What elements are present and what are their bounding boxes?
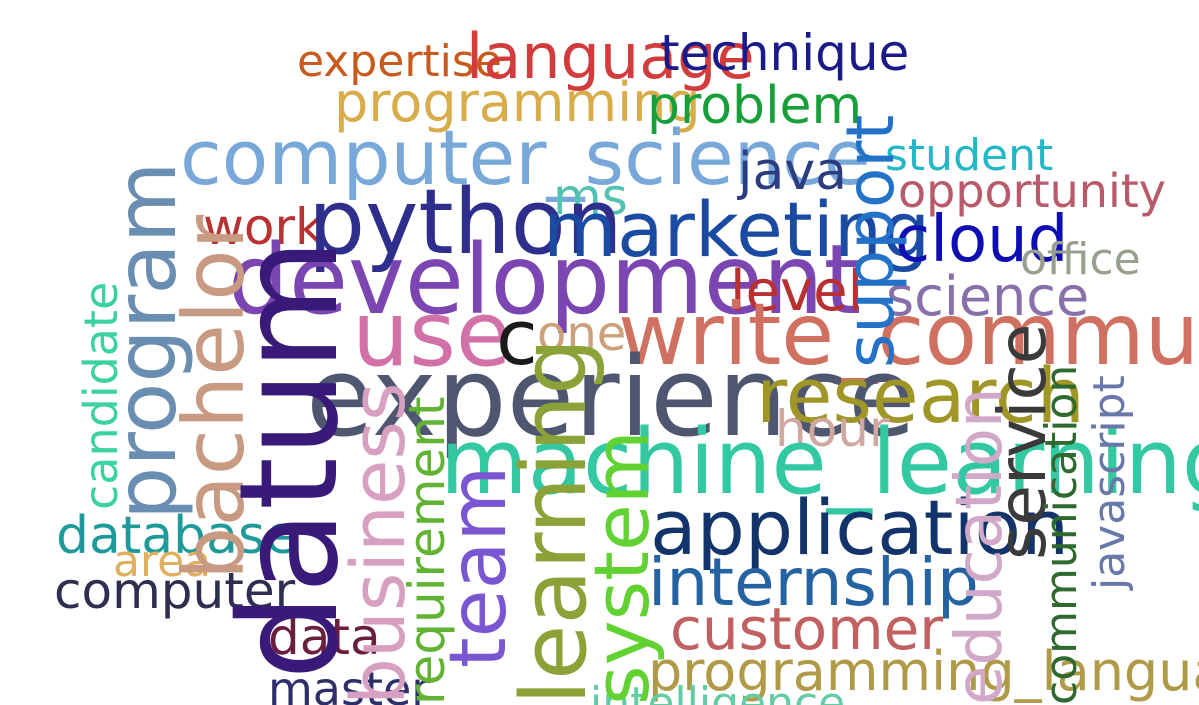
word-javascript: javascript bbox=[1084, 375, 1135, 590]
word-student: student bbox=[885, 130, 1054, 181]
word-programming: programming bbox=[334, 71, 701, 134]
word-experience: experience bbox=[306, 333, 916, 461]
word-level: level bbox=[730, 259, 864, 324]
word-work: work bbox=[203, 198, 324, 256]
word-support: support bbox=[832, 114, 909, 368]
word-database: database bbox=[56, 506, 298, 566]
word-c: c bbox=[496, 293, 538, 382]
word-cloud: cloud bbox=[895, 203, 1069, 277]
word-expertise: expertise bbox=[297, 36, 502, 87]
word-machine-learning: machine_learning bbox=[440, 410, 1199, 515]
word-technique: technique bbox=[660, 24, 910, 82]
word-research: research bbox=[756, 351, 1085, 440]
word-communication: communication bbox=[1036, 364, 1087, 705]
word-area: area bbox=[113, 536, 212, 587]
word-ms: ms bbox=[553, 168, 628, 226]
word-science: science bbox=[886, 265, 1090, 328]
word-application: application bbox=[650, 483, 1070, 572]
word-development: development bbox=[228, 224, 862, 336]
word-write-communication: write_communication bbox=[618, 285, 1199, 385]
word-java: java bbox=[738, 142, 847, 202]
word-intelligence: intelligence bbox=[590, 678, 846, 705]
word-customer: customer bbox=[670, 595, 944, 663]
word-internship: internship bbox=[648, 544, 979, 621]
word-one: one bbox=[537, 306, 627, 362]
word-python: python bbox=[308, 170, 623, 275]
word-marketing: marketing bbox=[543, 185, 931, 274]
word-programming-language: programming_language bbox=[648, 640, 1199, 703]
word-office: office bbox=[1020, 234, 1141, 285]
word-problem: problem bbox=[647, 76, 863, 136]
word-computer-science: computer_science bbox=[180, 113, 871, 202]
word-master: master bbox=[268, 662, 431, 705]
word-system: system bbox=[577, 430, 666, 705]
word-language: language bbox=[466, 20, 755, 93]
word-use: use bbox=[352, 282, 512, 387]
word-data: data bbox=[268, 608, 381, 666]
word-computer: computer bbox=[54, 562, 296, 620]
word-hour: hour bbox=[775, 400, 890, 458]
word-opportunity: opportunity bbox=[898, 164, 1166, 218]
